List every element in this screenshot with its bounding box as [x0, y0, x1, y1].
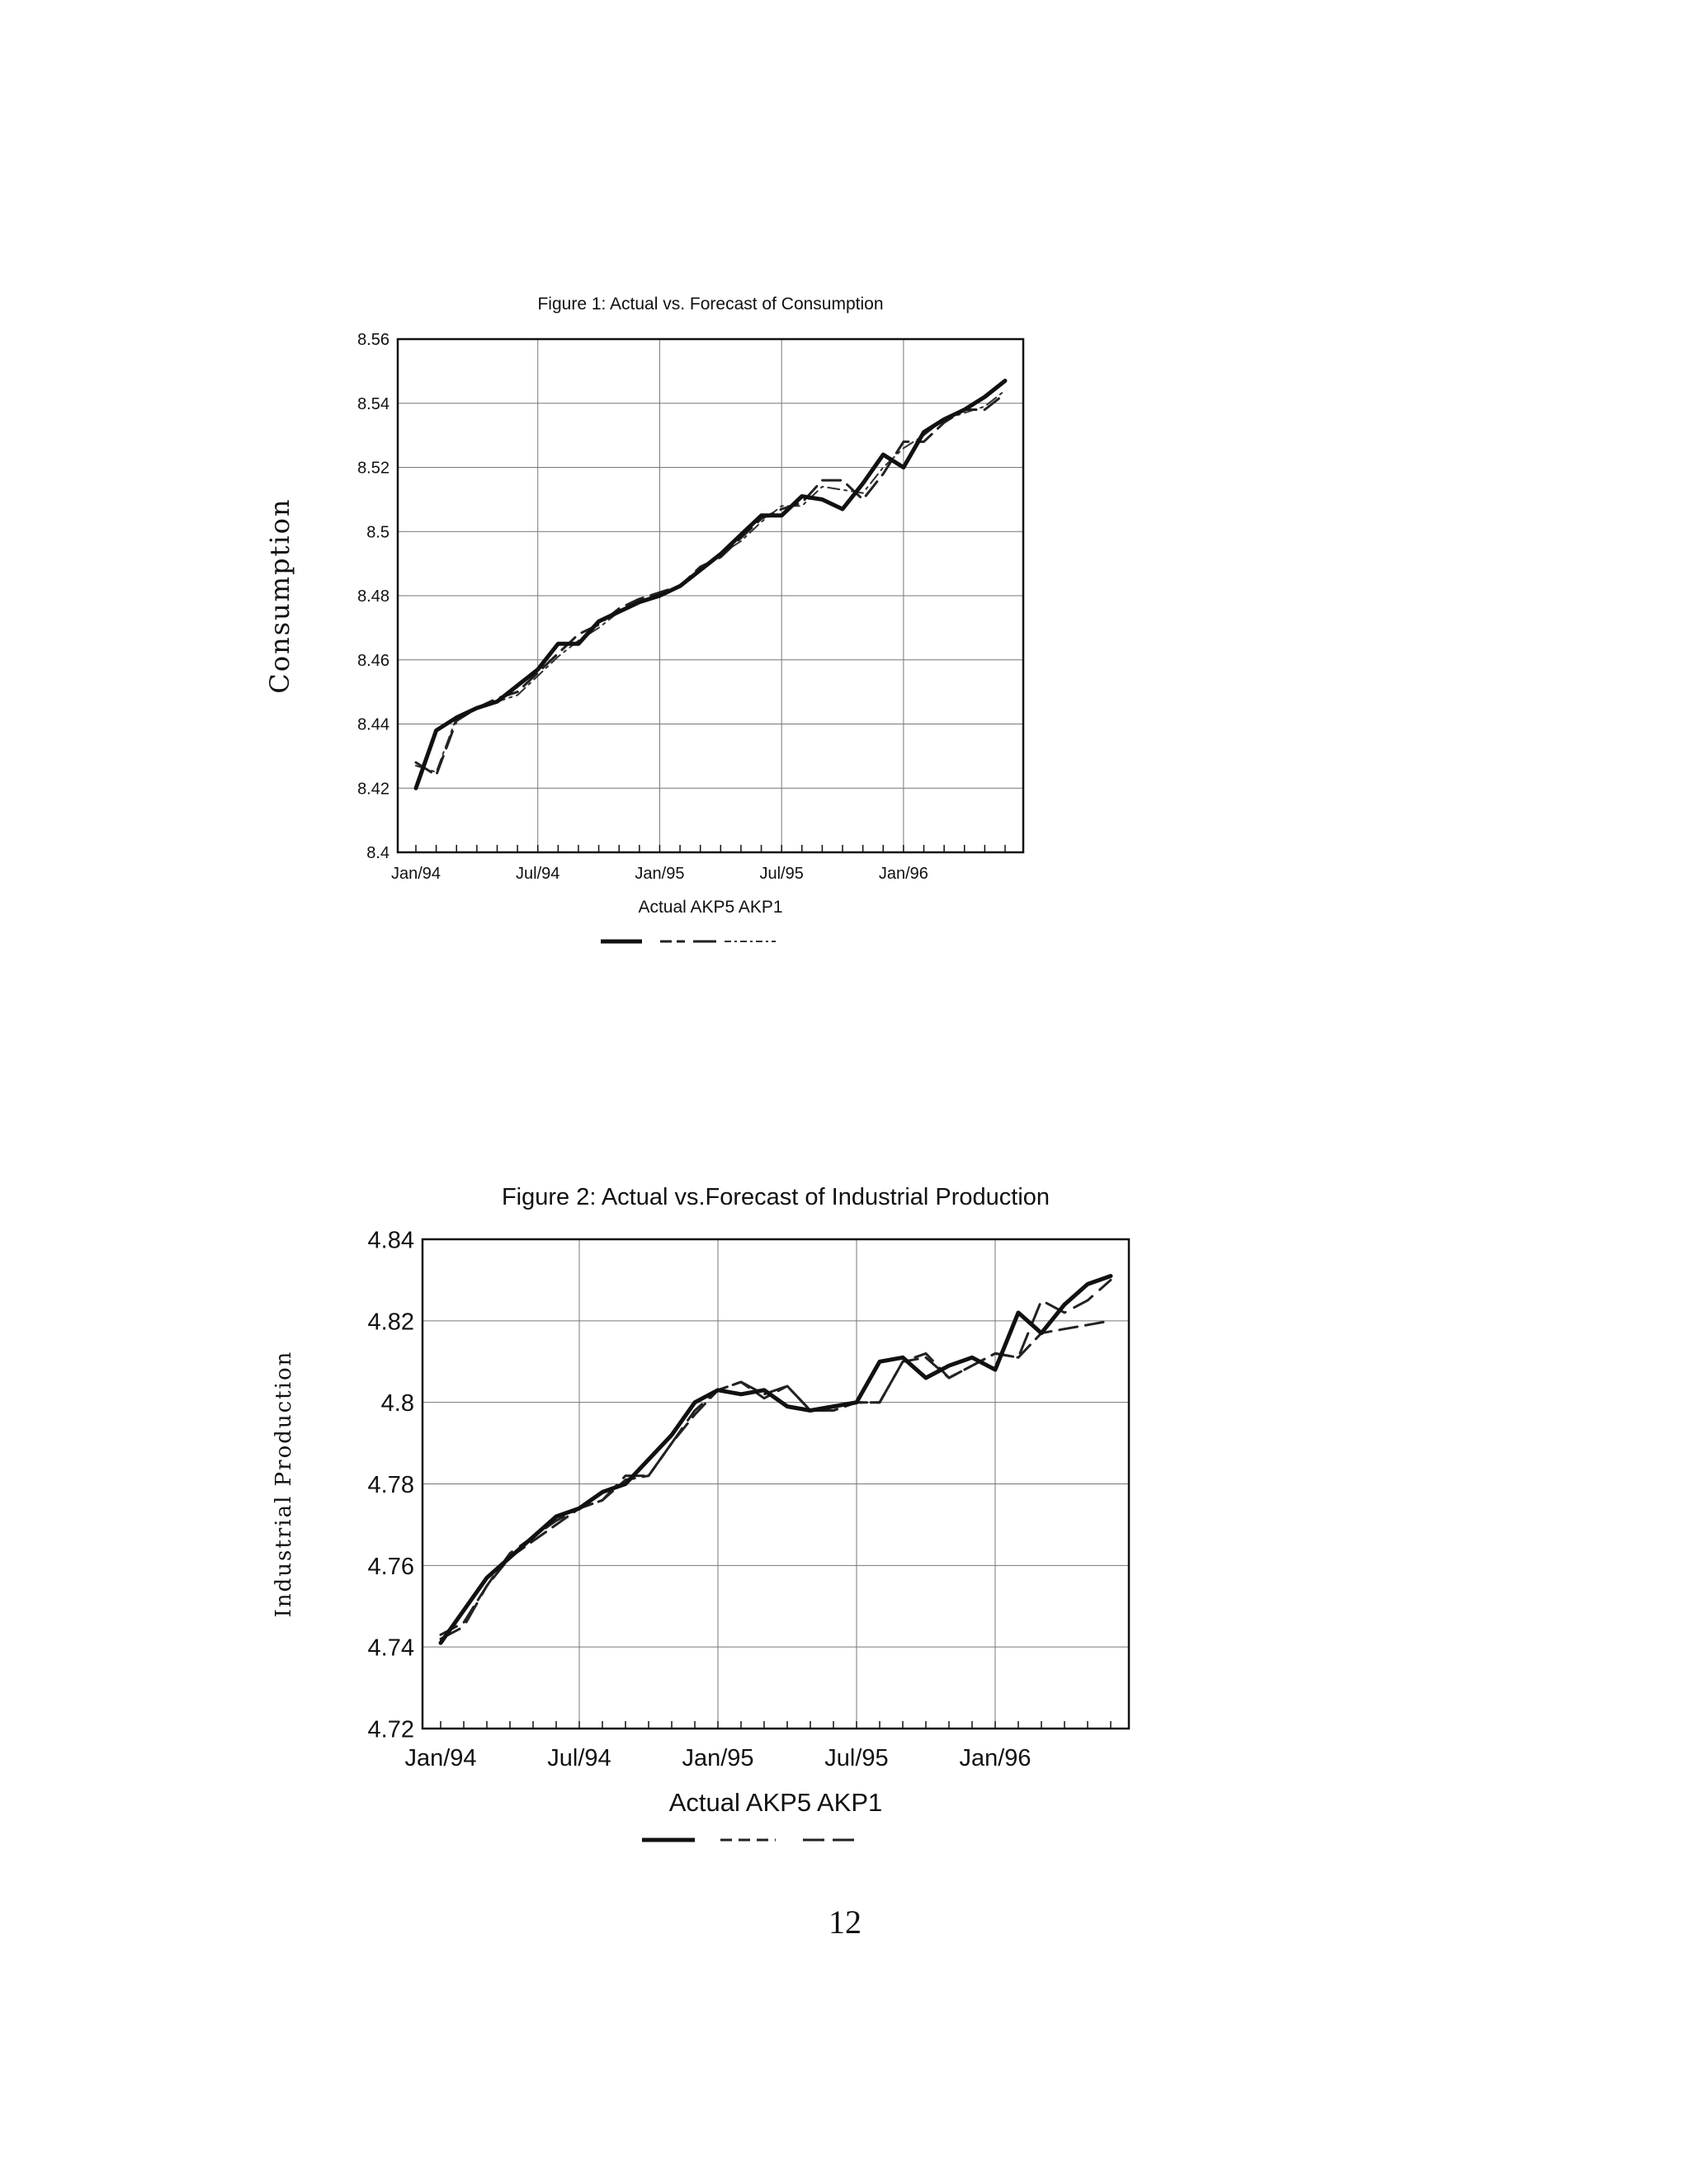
y-tick-label: 4.8 — [381, 1390, 414, 1417]
series-line-akp1 — [415, 389, 1006, 773]
x-tick-label: Jan/94 — [391, 865, 441, 883]
figure-1-consumption-chart: Figure 1: Actual vs. Forecast of Consump… — [264, 295, 1025, 944]
x-tick-label: Jul/95 — [824, 1745, 888, 1771]
chart-title: Figure 1: Actual vs. Forecast of Consump… — [537, 295, 883, 314]
legend-text: Actual AKP5 AKP1 — [638, 898, 782, 917]
y-tick-label: 8.4 — [366, 844, 389, 862]
y-tick-label: 8.5 — [366, 523, 389, 541]
figure-2-industrial-production-chart: Figure 2: Actual vs.Forecast of Industri… — [271, 1184, 1131, 1842]
y-tick-label: 4.82 — [368, 1309, 414, 1335]
y-tick-label: 8.56 — [357, 331, 389, 349]
chart-title: Figure 2: Actual vs.Forecast of Industri… — [502, 1184, 1050, 1210]
y-tick-label: 4.84 — [368, 1227, 414, 1253]
y-axis-label: Consumption — [264, 498, 295, 693]
y-tick-label: 8.54 — [357, 395, 389, 413]
y-tick-label: 4.74 — [368, 1635, 414, 1662]
x-tick-label: Jan/95 — [682, 1745, 753, 1771]
x-tick-label: Jul/94 — [547, 1745, 611, 1771]
x-tick-label: Jul/95 — [759, 865, 803, 883]
x-tick-label: Jul/94 — [516, 865, 559, 883]
y-tick-label: 4.78 — [368, 1472, 414, 1498]
x-tick-label: Jan/96 — [879, 865, 928, 883]
plot-frame — [421, 1238, 1131, 1730]
y-tick-label: 8.42 — [357, 780, 389, 798]
y-tick-label: 8.46 — [357, 652, 389, 670]
legend-text: Actual AKP5 AKP1 — [669, 1788, 883, 1817]
x-tick-label: Jan/96 — [959, 1745, 1031, 1771]
page-number: 12 — [828, 1903, 862, 1941]
y-tick-label: 8.48 — [357, 587, 389, 606]
series-line-actual — [413, 379, 1008, 790]
y-tick-label: 4.76 — [368, 1554, 414, 1580]
plot-frame — [396, 337, 1025, 854]
series-line-actual — [438, 1274, 1113, 1645]
y-tick-label: 4.72 — [368, 1716, 414, 1743]
y-tick-label: 8.52 — [357, 460, 389, 478]
y-axis-label: Industrial Production — [271, 1351, 296, 1618]
series-line-akp5 — [439, 1319, 1112, 1636]
y-tick-label: 8.44 — [357, 716, 389, 734]
x-tick-label: Jan/94 — [404, 1745, 476, 1771]
x-tick-label: Jan/95 — [635, 865, 684, 883]
